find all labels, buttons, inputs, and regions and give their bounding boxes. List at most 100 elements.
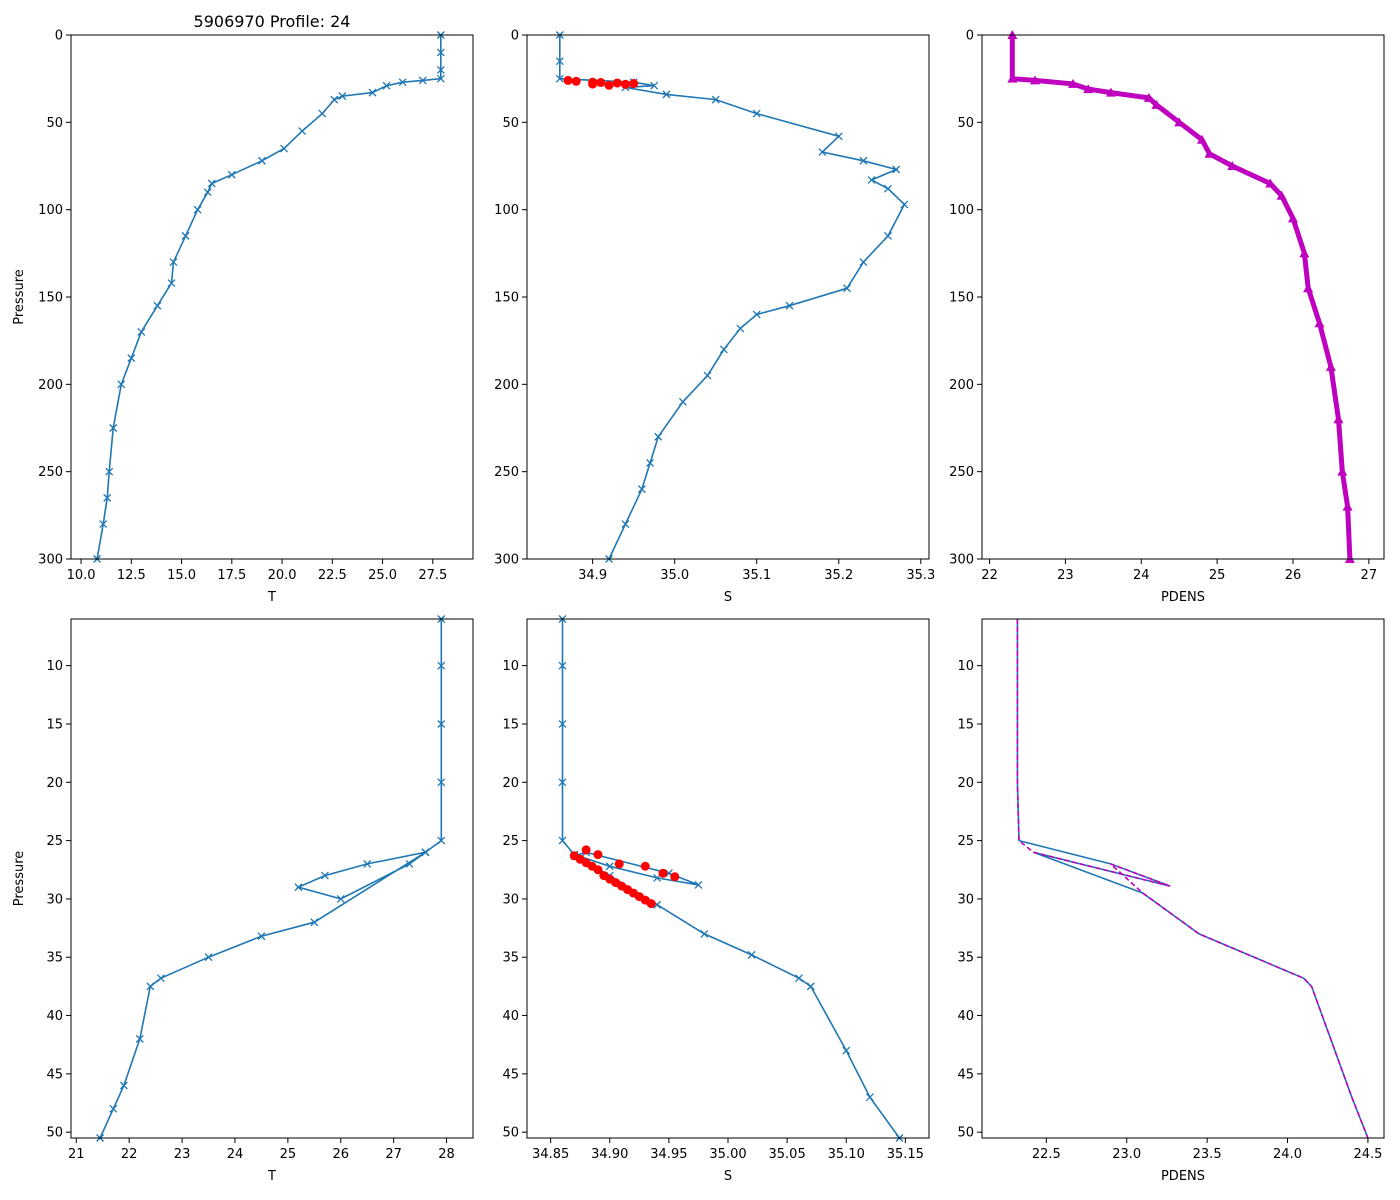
data-point-x [105,467,114,476]
data-point-x [555,74,564,83]
x-tick-label: 25 [280,1147,297,1162]
panels: 10.0 12.5 15.0 17.5 20.0 22.5 25.0 27.505010015… [12,29,1385,1184]
x-tick-label: 24.0 [1273,1147,1302,1162]
data-point-x [558,778,567,787]
y-tick-label: 150 [38,291,63,306]
data-point-flagged [571,76,581,86]
data-point-x [892,165,901,174]
y-tick-label: 40 [957,1009,974,1024]
data-point-flagged [588,79,598,89]
data-point-x [156,974,165,983]
figure-title: 5906970 Profile: 24 [194,12,351,31]
x-tick-label: 20.0 [268,568,297,583]
x-tick-label: 22.5 [1032,1147,1061,1162]
y-tick-label: 45 [957,1067,974,1082]
y-tick-label: 0 [966,29,974,44]
data-point-flagged [614,859,624,869]
data-point-x [859,258,868,267]
data-point-flagged [563,75,573,85]
x-axis-label: T [267,1169,276,1184]
data-point-x [169,258,178,267]
data-point-x [719,345,728,354]
y-tick-label: 50 [46,116,63,131]
x-tick-label: 34.9 [578,568,607,583]
y-tick-label: 300 [494,553,519,568]
y-tick-label: 50 [46,1126,63,1141]
y-tick-label: 100 [949,203,974,218]
y-tick-label: 10 [957,659,974,674]
x-tick-label: 35.05 [769,1147,806,1162]
data-point-x [558,661,567,670]
data-point-triangle [1265,178,1276,188]
axes-frame [981,34,1385,560]
x-axis-label: PDENS [1161,590,1205,605]
series-s [555,31,909,563]
series-line [1016,619,1369,1139]
data-point-x [99,520,108,529]
series-flagged-s [563,75,639,90]
x-tick-label: 10.0 [67,568,96,583]
data-point-x [884,231,892,240]
x-tick-label: 22 [981,568,998,583]
panel-top-temperature: 10.0 12.5 15.0 17.5 20.0 22.5 25.0 27.5 0 50 100 15… [12,29,474,605]
x-tick-label: 35.3 [906,568,935,583]
data-point-x [310,918,319,927]
x-tick-label: 27 [1361,568,1378,583]
y-tick-label: 10 [502,659,519,674]
data-point-x [884,184,892,193]
x-tick-label: 35.00 [709,1147,746,1162]
y-tick-label: 15 [957,717,974,732]
x-tick-label: 27 [385,1147,402,1162]
data-point-x [900,200,909,209]
data-point-triangle [1030,75,1041,85]
data-point-x [747,950,756,959]
data-point-x [103,493,112,502]
data-point-triangle [1068,78,1079,88]
data-point-x [405,859,414,868]
y-tick-label: 250 [494,465,519,480]
y-tick-label: 30 [46,892,63,907]
data-point-x [662,90,671,99]
data-point-x [146,982,155,991]
data-point-x [700,929,709,938]
series-pdens [1007,30,1355,563]
series-flagged-s [569,845,680,909]
y-tick-label: 40 [46,1009,63,1024]
y-tick-label: 0 [55,29,63,44]
data-point-x [621,520,630,529]
x-tick-label: 24 [1133,568,1150,583]
y-tick-label: 25 [957,834,974,849]
data-point-x [193,205,202,214]
x-tick-label: 26 [332,1147,349,1162]
y-tick-label: 15 [502,717,519,732]
x-tick-label: 35.1 [742,568,771,583]
axes-frame [526,618,930,1139]
data-point-flagged [646,899,656,909]
data-point-x [605,862,614,871]
data-point-x [320,871,329,880]
data-point-x [436,74,445,83]
data-point-triangle [1337,466,1348,476]
data-point-x [865,1093,874,1102]
data-point-x [382,81,391,90]
y-tick-label: 250 [949,465,974,480]
data-point-x [117,380,126,389]
y-tick-label: 30 [957,892,974,907]
x-tick-label: 35.10 [828,1147,865,1162]
x-tick-label: 35.15 [887,1147,924,1162]
data-point-flagged [596,78,606,88]
data-point-triangle [1007,73,1018,83]
data-point-x [703,371,712,380]
x-tick-label: 22 [121,1147,138,1162]
y-tick-label: 30 [502,892,519,907]
x-tick-label: 25.0 [368,568,397,583]
data-point-x [421,848,430,857]
data-point-flagged [593,850,603,860]
y-tick-label: 200 [949,378,974,393]
data-point-x [646,458,655,467]
y-tick-label: 150 [494,291,519,306]
data-point-x [294,883,303,892]
data-point-x [153,301,162,310]
y-tick-label: 50 [957,1126,974,1141]
data-point-triangle [1151,99,1162,109]
